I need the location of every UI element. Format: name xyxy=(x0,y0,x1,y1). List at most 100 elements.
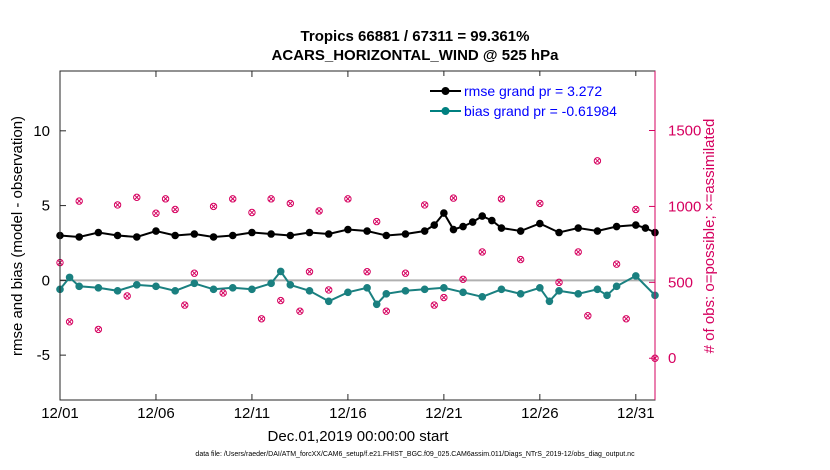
bias-point xyxy=(603,291,611,300)
rmse-point xyxy=(420,227,429,235)
obs-possible-point xyxy=(65,318,74,326)
obs-possible-point xyxy=(171,205,179,214)
obs-possible-point xyxy=(75,197,83,205)
bias-point xyxy=(344,288,352,297)
obs-possible-point xyxy=(286,199,295,208)
obs-assimilated-point xyxy=(124,293,130,299)
obs-possible-point xyxy=(593,157,602,165)
rmse-point xyxy=(516,227,525,235)
rmse-point xyxy=(497,224,506,232)
y-left-tick-label: 5 xyxy=(42,198,50,215)
obs-assimilated-point xyxy=(230,196,236,202)
bias-point xyxy=(152,282,160,291)
rmse-point xyxy=(171,231,179,240)
obs-possible-point xyxy=(315,207,323,215)
obs-possible-point xyxy=(584,312,592,320)
obs-possible-point xyxy=(248,208,256,217)
rmse-point xyxy=(363,227,371,235)
rmse-point xyxy=(574,224,583,232)
bias-point xyxy=(286,281,295,289)
obs-possible-point xyxy=(219,289,227,297)
bias-point xyxy=(267,279,275,288)
rmse-point xyxy=(641,224,650,232)
bias-point xyxy=(478,293,487,301)
obs-possible-point xyxy=(420,201,429,209)
rmse-point xyxy=(228,231,237,240)
bias-point xyxy=(94,284,103,292)
obs-assimilated-point xyxy=(556,279,562,285)
obs-assimilated-point xyxy=(450,195,457,201)
rmse-point xyxy=(401,230,410,238)
bias-point xyxy=(632,272,640,280)
obs-possible-point xyxy=(325,286,333,294)
rmse-point xyxy=(75,233,83,241)
obs-possible-point xyxy=(622,315,630,323)
obs-assimilated-point xyxy=(153,210,159,216)
x-tick-label: 12/31 xyxy=(617,405,655,422)
rmse-point xyxy=(305,228,314,237)
legend-bias-label: bias grand pr = -0.61984 xyxy=(464,103,617,119)
obs-assimilated-point xyxy=(278,297,284,304)
bias-point xyxy=(440,284,448,292)
obs-assimilated-point xyxy=(383,308,389,314)
rmse-point xyxy=(152,227,160,235)
obs-assimilated-point xyxy=(66,319,73,325)
bias-point xyxy=(516,290,525,298)
obs-assimilated-point xyxy=(95,326,102,333)
bias-point xyxy=(545,297,554,306)
obs-assimilated-point xyxy=(114,202,121,208)
obs-possible-point xyxy=(440,293,448,302)
obs-possible-point xyxy=(459,275,467,284)
obs-assimilated-point xyxy=(287,200,293,207)
y-axis-label-left: rmse and bias (model - observation) xyxy=(9,116,26,356)
obs-assimilated-point xyxy=(575,249,581,255)
bias-point xyxy=(132,281,141,289)
rmse-point xyxy=(632,221,640,229)
obs-possible-point xyxy=(363,268,371,276)
y-left-tick-label: 0 xyxy=(42,272,50,289)
obs-assimilated-point xyxy=(172,206,178,213)
rmse-point xyxy=(94,228,103,237)
bias-point xyxy=(555,287,563,295)
rmse-point xyxy=(488,216,496,225)
obs-assimilated-point xyxy=(268,196,274,202)
rmse-point xyxy=(382,231,391,240)
legend-box xyxy=(424,76,649,122)
y-right-tick-label: 0 xyxy=(668,350,676,367)
obs-assimilated-point xyxy=(345,196,351,202)
y-right-tick-label: 1500 xyxy=(668,123,701,140)
bias-point xyxy=(248,285,256,294)
chart-title: Tropics 66881 / 67311 = 99.361% xyxy=(300,28,530,45)
x-axis-label: Dec.01,2019 00:00:00 start xyxy=(268,428,450,445)
rmse-point xyxy=(459,222,467,231)
obs-assimilated-point xyxy=(594,158,601,164)
obs-assimilated-point xyxy=(249,209,255,216)
obs-possible-point xyxy=(267,195,275,203)
obs-assimilated-point xyxy=(191,270,198,276)
obs-assimilated-point xyxy=(431,302,437,308)
obs-assimilated-point xyxy=(364,269,370,275)
obs-possible-point xyxy=(612,260,621,268)
bias-point xyxy=(228,284,237,292)
bias-point xyxy=(420,285,429,294)
obs-possible-point xyxy=(574,248,582,256)
rmse-point xyxy=(324,230,333,238)
obs-possible-point xyxy=(401,269,410,277)
bias-point xyxy=(574,290,583,298)
data-file-footer: data file: /Users/raeder/DAI/ATM_forcXX/… xyxy=(195,451,635,458)
obs-assimilated-point xyxy=(517,256,524,263)
obs-assimilated-point xyxy=(498,196,505,202)
obs-possible-point xyxy=(478,248,486,256)
obs-assimilated-point xyxy=(182,302,188,308)
rmse-point xyxy=(612,222,621,231)
obs-assimilated-point xyxy=(402,270,409,276)
obs-possible-point xyxy=(372,217,381,226)
rmse-point xyxy=(286,231,295,240)
obs-possible-point xyxy=(161,195,170,203)
y-right-tick-label: 500 xyxy=(668,274,693,291)
obs-assimilated-point xyxy=(210,203,217,210)
bias-point xyxy=(593,285,602,294)
obs-possible-point xyxy=(133,193,141,202)
rmse-point xyxy=(440,209,448,217)
